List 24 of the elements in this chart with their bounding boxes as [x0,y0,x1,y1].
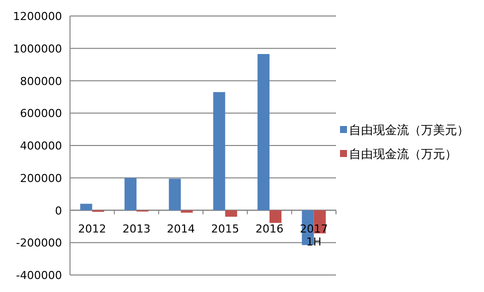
y-tick-label: 200000 [20,172,62,185]
y-tick-label: -400000 [16,269,62,282]
x-tick-label: 2016 [256,222,284,236]
y-tick-label: 0 [55,204,62,218]
legend-label: 自由现金流（万元） [349,147,457,161]
x-tick-label: 2017 1H [300,222,328,248]
y-tick-label: 1200000 [13,10,62,23]
x-tick-label: 2013 [122,222,150,236]
bar [168,178,181,210]
bar [213,92,226,210]
bar [270,210,282,223]
y-tick-label: -200000 [16,236,62,250]
y-tick-label: 400000 [20,140,62,152]
bar [80,204,92,210]
bar [225,210,238,217]
bar [124,178,136,210]
x-tick-label: 2012 [78,222,106,236]
y-tick-label: 1000000 [13,42,62,56]
y-tick-label: 800000 [20,74,62,88]
bar [258,54,270,210]
x-tick-label: 2015 [211,222,240,236]
x-tick-label: 2014 [166,222,195,236]
legend-label: 自由现金流（万美元） [349,123,469,137]
y-tick-label: 600000 [20,107,62,120]
